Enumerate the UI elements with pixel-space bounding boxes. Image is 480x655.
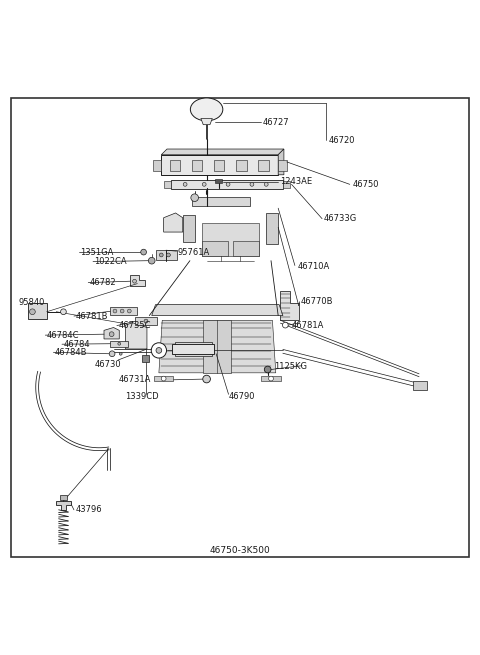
Bar [153, 160, 161, 171]
Circle shape [264, 183, 268, 186]
Polygon shape [161, 149, 284, 155]
Polygon shape [266, 213, 278, 244]
Bar [192, 160, 203, 171]
Text: 46731A: 46731A [119, 375, 151, 384]
Bar [171, 179, 283, 189]
Circle shape [127, 309, 131, 313]
Circle shape [144, 319, 148, 323]
Polygon shape [280, 291, 299, 320]
Bar [175, 343, 212, 356]
Text: 46730: 46730 [95, 360, 121, 369]
Circle shape [60, 309, 66, 314]
Circle shape [161, 376, 166, 381]
Text: 95761A: 95761A [178, 248, 210, 257]
Circle shape [118, 343, 120, 345]
Circle shape [191, 194, 199, 202]
Polygon shape [56, 501, 71, 510]
Circle shape [148, 257, 155, 264]
Bar [110, 341, 128, 346]
Circle shape [282, 322, 288, 328]
Bar [164, 181, 171, 188]
Circle shape [167, 253, 170, 257]
Circle shape [141, 250, 146, 255]
Text: 46784B: 46784B [55, 348, 87, 357]
Polygon shape [130, 276, 144, 286]
Bar [135, 318, 157, 325]
Text: 1125KG: 1125KG [275, 362, 307, 371]
Circle shape [109, 332, 114, 337]
Bar [233, 240, 259, 256]
Bar [60, 495, 67, 500]
Circle shape [203, 375, 210, 383]
Text: 43796: 43796 [75, 505, 102, 514]
Text: 46784: 46784 [63, 340, 90, 348]
Bar [28, 303, 47, 320]
Polygon shape [164, 213, 183, 232]
Text: 46781A: 46781A [291, 321, 324, 330]
Text: 46770B: 46770B [301, 297, 334, 307]
Bar [413, 381, 427, 390]
Circle shape [226, 183, 230, 186]
Circle shape [30, 309, 35, 314]
Circle shape [132, 279, 136, 283]
Circle shape [109, 351, 115, 356]
Circle shape [156, 348, 162, 353]
Bar [262, 376, 281, 381]
Text: 46750: 46750 [352, 180, 379, 189]
Text: 1243AE: 1243AE [281, 177, 312, 186]
Bar [170, 160, 180, 171]
Text: 46710A: 46710A [297, 262, 329, 271]
Circle shape [264, 366, 271, 373]
Text: 46790: 46790 [228, 392, 255, 401]
Bar [154, 376, 173, 381]
Text: 46735C: 46735C [118, 321, 151, 330]
Circle shape [202, 183, 206, 186]
Text: 46782: 46782 [90, 278, 116, 287]
Polygon shape [147, 316, 287, 378]
Circle shape [183, 183, 187, 186]
Circle shape [120, 309, 124, 313]
Polygon shape [183, 215, 195, 242]
Circle shape [250, 183, 254, 186]
Polygon shape [152, 305, 283, 316]
Bar [215, 179, 222, 183]
Ellipse shape [191, 98, 223, 121]
Bar [156, 250, 177, 260]
Bar [192, 197, 250, 206]
Text: 46750-3K500: 46750-3K500 [210, 546, 270, 555]
Bar [283, 181, 290, 188]
Bar [278, 160, 287, 171]
Text: 46727: 46727 [263, 118, 289, 127]
Bar [236, 160, 247, 171]
Text: 1339CD: 1339CD [125, 392, 159, 401]
Bar [110, 307, 137, 315]
Text: 1351GA: 1351GA [80, 248, 113, 257]
Polygon shape [104, 328, 119, 339]
Bar [214, 160, 225, 171]
Bar [142, 355, 149, 362]
Bar [258, 160, 269, 171]
Circle shape [113, 309, 117, 313]
Text: 46784C: 46784C [47, 331, 79, 340]
Text: 46781B: 46781B [75, 312, 108, 320]
Circle shape [119, 352, 122, 355]
Polygon shape [183, 194, 278, 261]
Polygon shape [125, 323, 147, 349]
Text: 1022CA: 1022CA [95, 257, 127, 266]
Text: 46733G: 46733G [324, 214, 357, 223]
Polygon shape [201, 119, 212, 124]
Circle shape [151, 343, 167, 358]
Text: 95840: 95840 [18, 298, 45, 307]
Bar [203, 320, 231, 373]
Text: 46720: 46720 [328, 136, 355, 145]
Bar [172, 345, 214, 354]
Polygon shape [159, 320, 276, 373]
Bar [202, 223, 259, 256]
Bar [202, 240, 228, 256]
Bar [161, 155, 278, 175]
Polygon shape [278, 149, 284, 175]
Circle shape [269, 376, 274, 381]
Circle shape [159, 253, 163, 257]
